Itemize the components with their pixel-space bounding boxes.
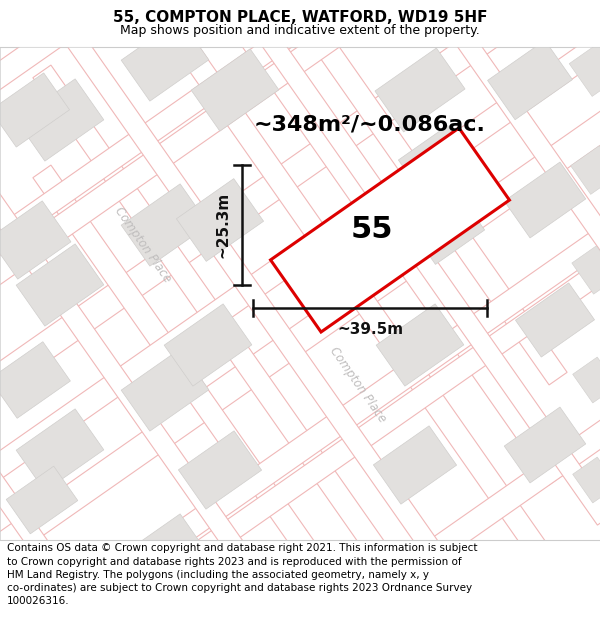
Text: Compton Place: Compton Place: [112, 205, 174, 285]
Polygon shape: [0, 11, 517, 549]
Polygon shape: [0, 0, 517, 625]
Polygon shape: [376, 304, 464, 386]
Polygon shape: [292, 314, 600, 625]
Text: Contains OS data © Crown copyright and database right 2021. This information is : Contains OS data © Crown copyright and d…: [7, 543, 478, 606]
Polygon shape: [0, 73, 70, 147]
Polygon shape: [121, 349, 209, 431]
Text: ~39.5m: ~39.5m: [337, 322, 403, 337]
Polygon shape: [373, 426, 457, 504]
Polygon shape: [121, 184, 209, 266]
Polygon shape: [33, 0, 567, 585]
Polygon shape: [185, 33, 600, 567]
Polygon shape: [191, 49, 279, 131]
Polygon shape: [164, 304, 252, 386]
Polygon shape: [81, 0, 600, 525]
Polygon shape: [572, 357, 600, 403]
Text: ~25.3m: ~25.3m: [215, 192, 230, 258]
Polygon shape: [33, 0, 567, 385]
Polygon shape: [398, 126, 472, 194]
Polygon shape: [515, 283, 595, 357]
Polygon shape: [572, 246, 600, 294]
Polygon shape: [571, 146, 600, 194]
Polygon shape: [176, 179, 263, 261]
Polygon shape: [33, 165, 567, 625]
Polygon shape: [375, 48, 465, 132]
Polygon shape: [121, 19, 209, 101]
Text: Compton Place: Compton Place: [327, 345, 389, 425]
Polygon shape: [0, 194, 321, 625]
Polygon shape: [0, 201, 71, 279]
Polygon shape: [569, 44, 600, 96]
Polygon shape: [0, 22, 600, 558]
Polygon shape: [504, 407, 586, 483]
Polygon shape: [0, 31, 600, 569]
Polygon shape: [33, 65, 567, 625]
Text: 55, COMPTON PLACE, WATFORD, WD19 5HF: 55, COMPTON PLACE, WATFORD, WD19 5HF: [113, 11, 487, 26]
Polygon shape: [6, 466, 78, 534]
Polygon shape: [0, 0, 347, 363]
Polygon shape: [14, 119, 600, 625]
Text: Map shows position and indicative extent of the property.: Map shows position and indicative extent…: [120, 24, 480, 37]
Polygon shape: [0, 0, 486, 461]
Polygon shape: [504, 162, 586, 238]
Polygon shape: [16, 79, 104, 161]
Polygon shape: [0, 13, 315, 547]
Polygon shape: [412, 196, 485, 264]
Polygon shape: [16, 409, 104, 491]
Text: 55: 55: [351, 216, 393, 244]
Polygon shape: [0, 55, 419, 625]
Polygon shape: [16, 574, 104, 625]
Polygon shape: [178, 431, 262, 509]
Polygon shape: [0, 342, 70, 418]
Polygon shape: [16, 244, 104, 326]
Polygon shape: [271, 128, 509, 332]
Polygon shape: [488, 40, 572, 120]
Polygon shape: [33, 0, 567, 485]
Polygon shape: [179, 0, 600, 386]
Polygon shape: [153, 217, 600, 625]
Polygon shape: [121, 514, 209, 596]
Text: ~348m²/~0.086ac.: ~348m²/~0.086ac.: [254, 115, 486, 135]
Polygon shape: [572, 457, 600, 503]
